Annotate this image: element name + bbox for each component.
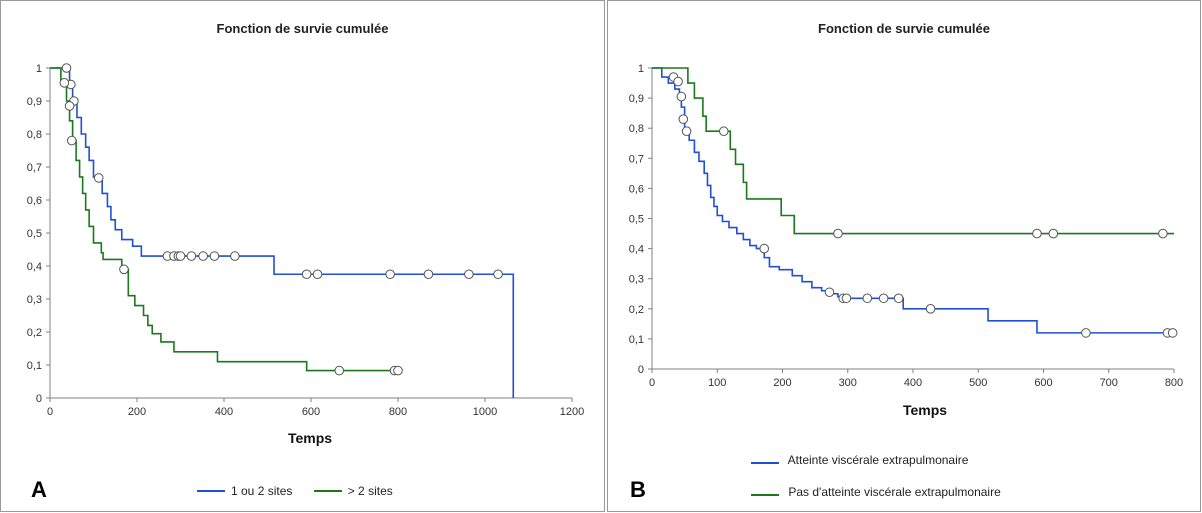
censor-marker-series-1 bbox=[760, 244, 769, 253]
legend-label: Atteinte viscérale extrapulmonaire bbox=[788, 453, 969, 467]
legend-item-1-2-sites: 1 ou 2 sites bbox=[197, 484, 292, 498]
x-tick-label: 400 bbox=[215, 406, 233, 418]
panel-b: Fonction de survie cumulée 0 0,1 0,2 0,3 0,4… bbox=[607, 0, 1201, 512]
y-tick-label: 0,5 bbox=[27, 228, 42, 240]
censor-marker-series-2 bbox=[1159, 229, 1168, 238]
censor-marker-series-2 bbox=[394, 366, 403, 375]
legend-item-more-2-sites: > 2 sites bbox=[314, 484, 393, 498]
legend-label: Pas d'atteinte viscérale extrapulmonaire bbox=[788, 485, 1000, 499]
censor-marker-series-2 bbox=[719, 127, 728, 136]
censor-marker-series-1 bbox=[682, 127, 691, 136]
y-tick-label: 0,6 bbox=[629, 183, 644, 195]
y-tick-label: 0,9 bbox=[629, 93, 644, 105]
x-tick-label: 200 bbox=[128, 406, 146, 418]
x-tick-label: 400 bbox=[904, 377, 922, 389]
censor-marker-series-1 bbox=[210, 252, 219, 261]
y-tick-label: 0,7 bbox=[27, 162, 42, 174]
survival-curve-series-2 bbox=[652, 68, 1174, 234]
y-tick-label: 0,5 bbox=[629, 214, 644, 226]
y-tick-label: 0,3 bbox=[629, 274, 644, 286]
x-tick-label: 700 bbox=[1100, 377, 1118, 389]
censor-marker-series-1 bbox=[677, 92, 686, 101]
y-tick-label: 0,8 bbox=[27, 129, 42, 141]
y-tick-label: 0,2 bbox=[27, 327, 42, 339]
x-tick-label: 500 bbox=[969, 377, 987, 389]
censor-marker-series-1 bbox=[176, 252, 185, 261]
censor-marker-series-1 bbox=[313, 270, 322, 279]
censor-marker-series-1 bbox=[62, 64, 71, 73]
y-tick-label: 0,9 bbox=[27, 96, 42, 108]
censor-marker-series-1 bbox=[863, 294, 872, 303]
x-tick-label: 600 bbox=[302, 406, 320, 418]
x-tick-label: 0 bbox=[649, 377, 655, 389]
x-tick-label: 600 bbox=[1034, 377, 1052, 389]
y-tick-label: 0,2 bbox=[629, 304, 644, 316]
x-tick-label: 300 bbox=[839, 377, 857, 389]
y-tick-label: 0,4 bbox=[629, 244, 644, 256]
legend-item-pas-atteinte: Pas d'atteinte viscérale extrapulmonaire bbox=[751, 485, 1001, 499]
x-tick-label: 100 bbox=[708, 377, 726, 389]
censor-marker-series-2 bbox=[335, 366, 344, 375]
censor-marker-series-1 bbox=[386, 270, 395, 279]
survival-curve-series-1 bbox=[50, 68, 513, 398]
censor-marker-series-1 bbox=[926, 305, 935, 314]
x-axis-title: Temps bbox=[288, 430, 332, 446]
y-tick-label: 0,8 bbox=[629, 123, 644, 135]
censor-marker-series-1 bbox=[879, 294, 888, 303]
censor-marker-series-1 bbox=[679, 115, 688, 124]
legend: 1 ou 2 sites > 2 sites bbox=[197, 481, 411, 498]
censor-marker-series-2 bbox=[1049, 229, 1058, 238]
censor-marker-series-1 bbox=[465, 270, 474, 279]
censor-marker-series-1 bbox=[1082, 329, 1091, 338]
x-tick-label: 0 bbox=[47, 406, 53, 418]
survival-curve-series-1 bbox=[652, 68, 1174, 333]
legend-swatch-green bbox=[314, 490, 342, 492]
x-tick-label: 800 bbox=[389, 406, 407, 418]
panel-label: B bbox=[630, 477, 646, 503]
y-tick-label: 0,4 bbox=[27, 261, 42, 273]
legend-label: > 2 sites bbox=[348, 484, 393, 498]
censor-marker-series-2 bbox=[834, 229, 843, 238]
censor-marker-series-1 bbox=[424, 270, 433, 279]
y-tick-label: 0,3 bbox=[27, 294, 42, 306]
legend-swatch-blue bbox=[751, 462, 779, 464]
censor-marker-series-1 bbox=[187, 252, 196, 261]
censor-marker-series-2 bbox=[67, 136, 76, 145]
censor-marker-series-1 bbox=[1168, 329, 1177, 338]
censor-marker-series-2 bbox=[65, 102, 74, 111]
censor-marker-series-1 bbox=[199, 252, 208, 261]
legend-label: 1 ou 2 sites bbox=[231, 484, 292, 498]
censor-marker-series-1 bbox=[894, 294, 903, 303]
censor-marker-series-2 bbox=[120, 265, 129, 274]
x-tick-label: 200 bbox=[773, 377, 791, 389]
censor-marker-series-1 bbox=[494, 270, 503, 279]
chart-b-svg: 0 0,1 0,2 0,3 0,4 0,5 0,6 0,7 0,8 0,9 1 0 100 200 300 4… bbox=[608, 1, 1200, 511]
x-tick-label: 1000 bbox=[473, 406, 497, 418]
censor-marker-series-1 bbox=[231, 252, 240, 261]
y-tick-label: 0,7 bbox=[629, 153, 644, 165]
x-axis-title: Temps bbox=[903, 402, 947, 418]
survival-curve-series-2 bbox=[50, 68, 398, 371]
legend-swatch-green bbox=[751, 494, 779, 496]
censor-marker-series-1 bbox=[674, 77, 683, 86]
censor-marker-series-2 bbox=[1033, 229, 1042, 238]
x-tick-label: 1200 bbox=[560, 406, 584, 418]
y-tick-label: 0,6 bbox=[27, 195, 42, 207]
panel-label: A bbox=[31, 477, 47, 503]
legend-swatch-blue bbox=[197, 490, 225, 492]
y-tick-label: 0 bbox=[36, 393, 42, 405]
censor-marker-series-1 bbox=[94, 174, 103, 183]
y-tick-label: 1 bbox=[638, 63, 644, 75]
y-tick-label: 0,1 bbox=[27, 360, 42, 372]
y-tick-label: 0 bbox=[638, 364, 644, 376]
censor-marker-series-1 bbox=[302, 270, 311, 279]
legend-item-atteinte: Atteinte viscérale extrapulmonaire bbox=[751, 453, 968, 467]
y-tick-label: 0,1 bbox=[629, 334, 644, 346]
x-tick-label: 800 bbox=[1165, 377, 1183, 389]
panel-a: Fonction de survie cumulée 0 0,1 0,2 0,3 0,4… bbox=[0, 0, 605, 512]
censor-marker-series-2 bbox=[60, 79, 69, 88]
censor-marker-series-1 bbox=[825, 288, 834, 297]
censor-marker-series-1 bbox=[842, 294, 851, 303]
y-tick-label: 1 bbox=[36, 63, 42, 75]
